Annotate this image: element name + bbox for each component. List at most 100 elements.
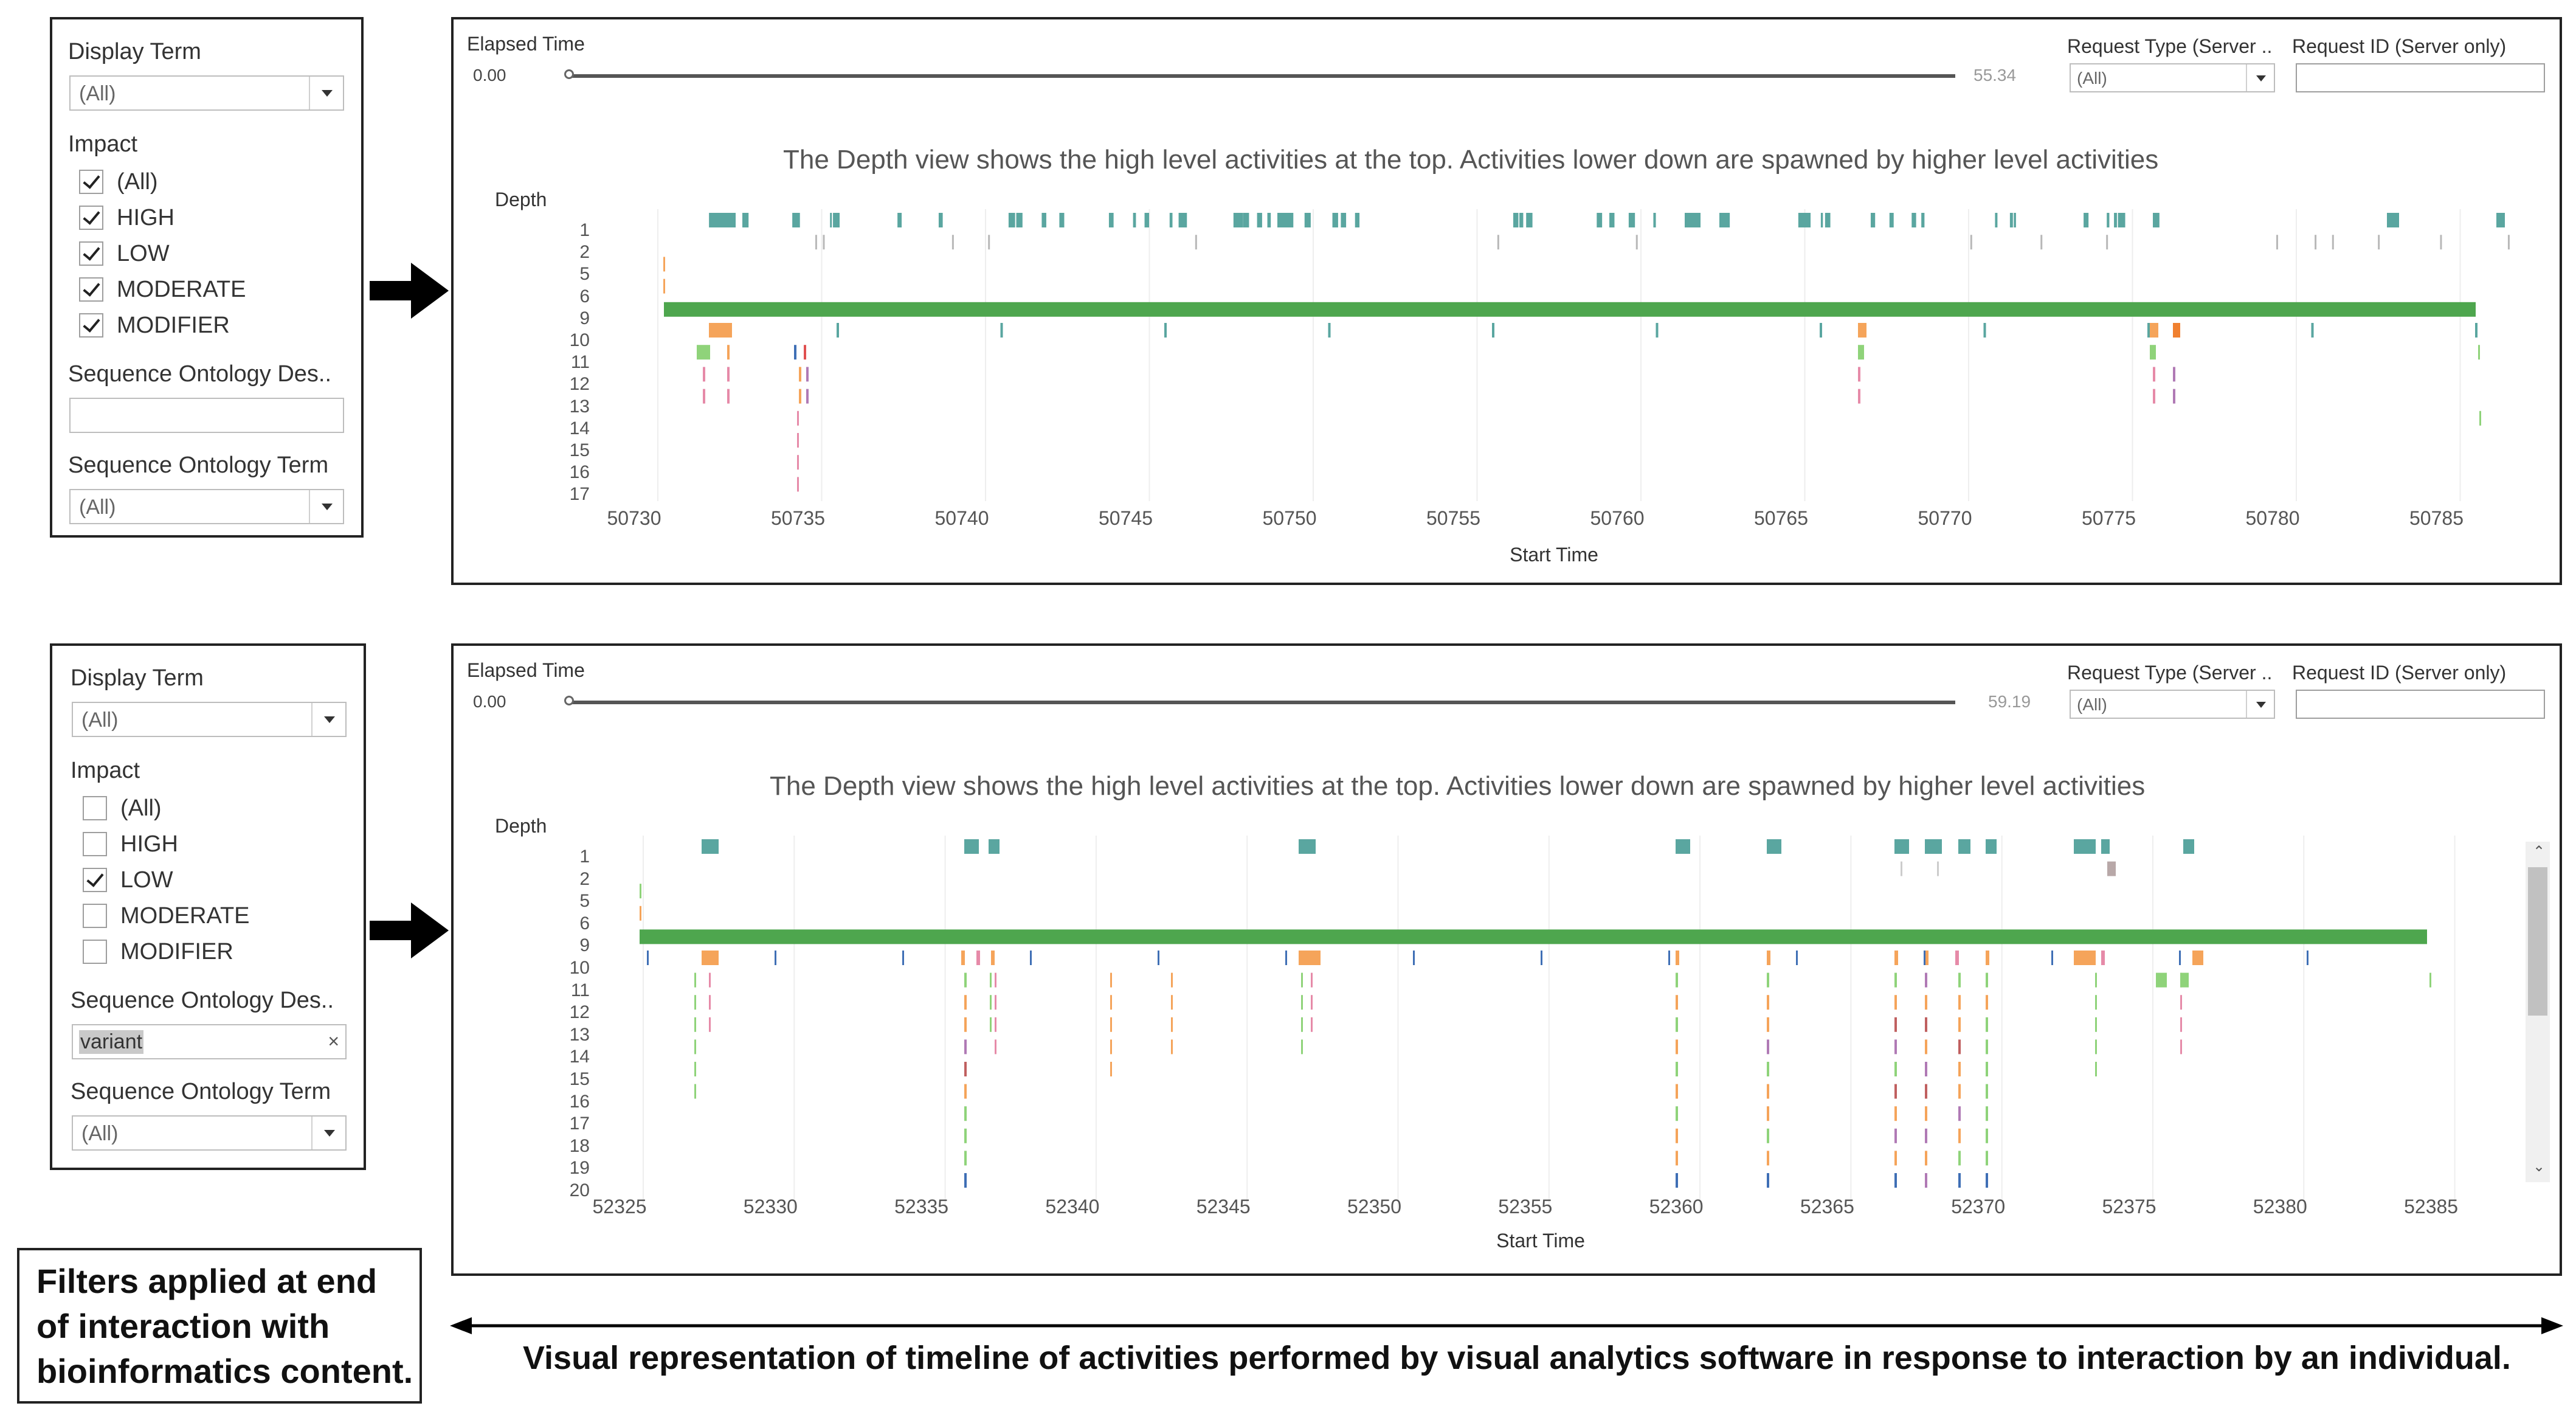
activity-mark[interactable] xyxy=(640,906,641,921)
activity-mark[interactable] xyxy=(2095,972,2097,988)
activity-mark[interactable] xyxy=(1894,1173,1897,1188)
activity-mark[interactable] xyxy=(1676,972,1678,988)
activity-mark[interactable] xyxy=(1911,213,1916,227)
checkbox[interactable] xyxy=(79,313,103,338)
activity-mark[interactable] xyxy=(2276,235,2278,250)
checkbox[interactable] xyxy=(83,796,107,820)
activity-mark[interactable] xyxy=(804,345,806,360)
activity-mark[interactable] xyxy=(1767,1106,1769,1121)
activity-mark[interactable] xyxy=(1955,951,1959,965)
activity-mark[interactable] xyxy=(964,1128,967,1143)
activity-mark[interactable] xyxy=(2478,345,2480,360)
activity-mark[interactable] xyxy=(694,1062,696,1076)
activity-mark[interactable] xyxy=(902,951,904,965)
activity-mark[interactable] xyxy=(1285,951,1287,965)
activity-mark[interactable] xyxy=(1986,951,1989,965)
activity-mark[interactable] xyxy=(964,1084,967,1099)
activity-mark[interactable] xyxy=(1767,1128,1769,1143)
activity-mark[interactable] xyxy=(995,1017,996,1032)
activity-mark[interactable] xyxy=(1301,972,1303,988)
activity-mark[interactable] xyxy=(2183,839,2194,854)
activity-mark[interactable] xyxy=(2507,235,2510,250)
activity-mark[interactable] xyxy=(1299,951,1321,965)
scroll-down-icon[interactable]: ⌄ xyxy=(2533,1159,2546,1175)
so-term-dropdown[interactable]: (All) xyxy=(72,1115,347,1151)
activity-mark[interactable] xyxy=(1820,323,1822,338)
activity-mark[interactable] xyxy=(1541,951,1542,965)
activity-mark[interactable] xyxy=(1110,972,1112,988)
activity-mark[interactable] xyxy=(1894,1039,1897,1055)
activity-mark[interactable] xyxy=(976,951,980,965)
activity-mark[interactable] xyxy=(1889,213,1894,227)
activity-mark[interactable] xyxy=(1986,1039,1988,1055)
checkbox[interactable] xyxy=(79,277,103,302)
activity-mark[interactable] xyxy=(1986,972,1988,988)
activity-mark[interactable] xyxy=(990,972,992,988)
activity-mark[interactable] xyxy=(1164,323,1167,338)
activity-mark[interactable] xyxy=(2378,235,2380,250)
activity-bar[interactable] xyxy=(640,929,2427,944)
activity-mark[interactable] xyxy=(1676,1151,1678,1166)
activity-mark[interactable] xyxy=(833,213,840,227)
activity-mark[interactable] xyxy=(709,972,711,988)
activity-mark[interactable] xyxy=(663,279,665,294)
activity-mark[interactable] xyxy=(990,995,992,1010)
activity-mark[interactable] xyxy=(1171,1017,1173,1032)
activity-mark[interactable] xyxy=(1169,213,1173,227)
activity-mark[interactable] xyxy=(2192,951,2203,965)
checkbox[interactable] xyxy=(83,868,107,892)
activity-mark[interactable] xyxy=(1171,995,1173,1010)
activity-mark[interactable] xyxy=(1267,213,1271,227)
activity-mark[interactable] xyxy=(709,213,716,227)
activity-mark[interactable] xyxy=(2106,235,2108,250)
activity-mark[interactable] xyxy=(1609,213,1615,227)
activity-mark[interactable] xyxy=(988,235,990,250)
activity-mark[interactable] xyxy=(1059,213,1065,227)
activity-mark[interactable] xyxy=(1870,213,1876,227)
activity-mark[interactable] xyxy=(1355,213,1358,227)
activity-mark[interactable] xyxy=(2150,323,2158,338)
activity-mark[interactable] xyxy=(1767,1151,1769,1166)
activity-mark[interactable] xyxy=(1635,235,1638,250)
impact-option-all[interactable]: (All) xyxy=(83,794,350,825)
activity-mark[interactable] xyxy=(1767,1017,1769,1032)
activity-mark[interactable] xyxy=(1958,1106,1961,1121)
activity-mark[interactable] xyxy=(1925,1062,1927,1076)
display-term-dropdown[interactable]: (All) xyxy=(69,75,344,111)
activity-mark[interactable] xyxy=(1110,1039,1112,1055)
activity-mark[interactable] xyxy=(1924,951,1925,965)
activity-mark[interactable] xyxy=(1676,1173,1678,1188)
checkbox[interactable] xyxy=(79,170,103,194)
impact-option-low[interactable]: LOW xyxy=(83,866,350,896)
activity-mark[interactable] xyxy=(1171,972,1173,988)
activity-mark[interactable] xyxy=(1995,213,1998,227)
elapsed-time-slider-handle[interactable] xyxy=(564,696,574,705)
scrollbar-thumb[interactable] xyxy=(2528,867,2547,1016)
activity-mark[interactable] xyxy=(799,367,801,382)
checkbox[interactable] xyxy=(83,904,107,928)
activity-mark[interactable] xyxy=(1301,1017,1303,1032)
activity-mark[interactable] xyxy=(1986,1084,1988,1099)
activity-mark[interactable] xyxy=(797,455,799,470)
so-description-input[interactable]: variant × xyxy=(72,1024,347,1059)
activity-mark[interactable] xyxy=(1676,1084,1678,1099)
activity-mark[interactable] xyxy=(1958,1151,1961,1166)
activity-mark[interactable] xyxy=(799,389,801,404)
activity-mark[interactable] xyxy=(1311,995,1313,1010)
activity-mark[interactable] xyxy=(1986,1062,1988,1076)
activity-mark[interactable] xyxy=(1519,213,1524,227)
activity-mark[interactable] xyxy=(991,951,995,965)
activity-mark[interactable] xyxy=(2101,839,2110,854)
activity-mark[interactable] xyxy=(1676,1106,1678,1121)
activity-mark[interactable] xyxy=(964,1106,967,1121)
activity-mark[interactable] xyxy=(961,951,965,965)
activity-mark[interactable] xyxy=(830,213,832,227)
activity-mark[interactable] xyxy=(1719,213,1724,227)
activity-mark[interactable] xyxy=(1925,972,1927,988)
activity-mark[interactable] xyxy=(964,839,979,854)
activity-mark[interactable] xyxy=(2311,323,2314,338)
activity-mark[interactable] xyxy=(1656,323,1659,338)
activity-mark[interactable] xyxy=(1925,951,1929,965)
activity-mark[interactable] xyxy=(702,839,719,854)
activity-mark[interactable] xyxy=(1894,972,1897,988)
